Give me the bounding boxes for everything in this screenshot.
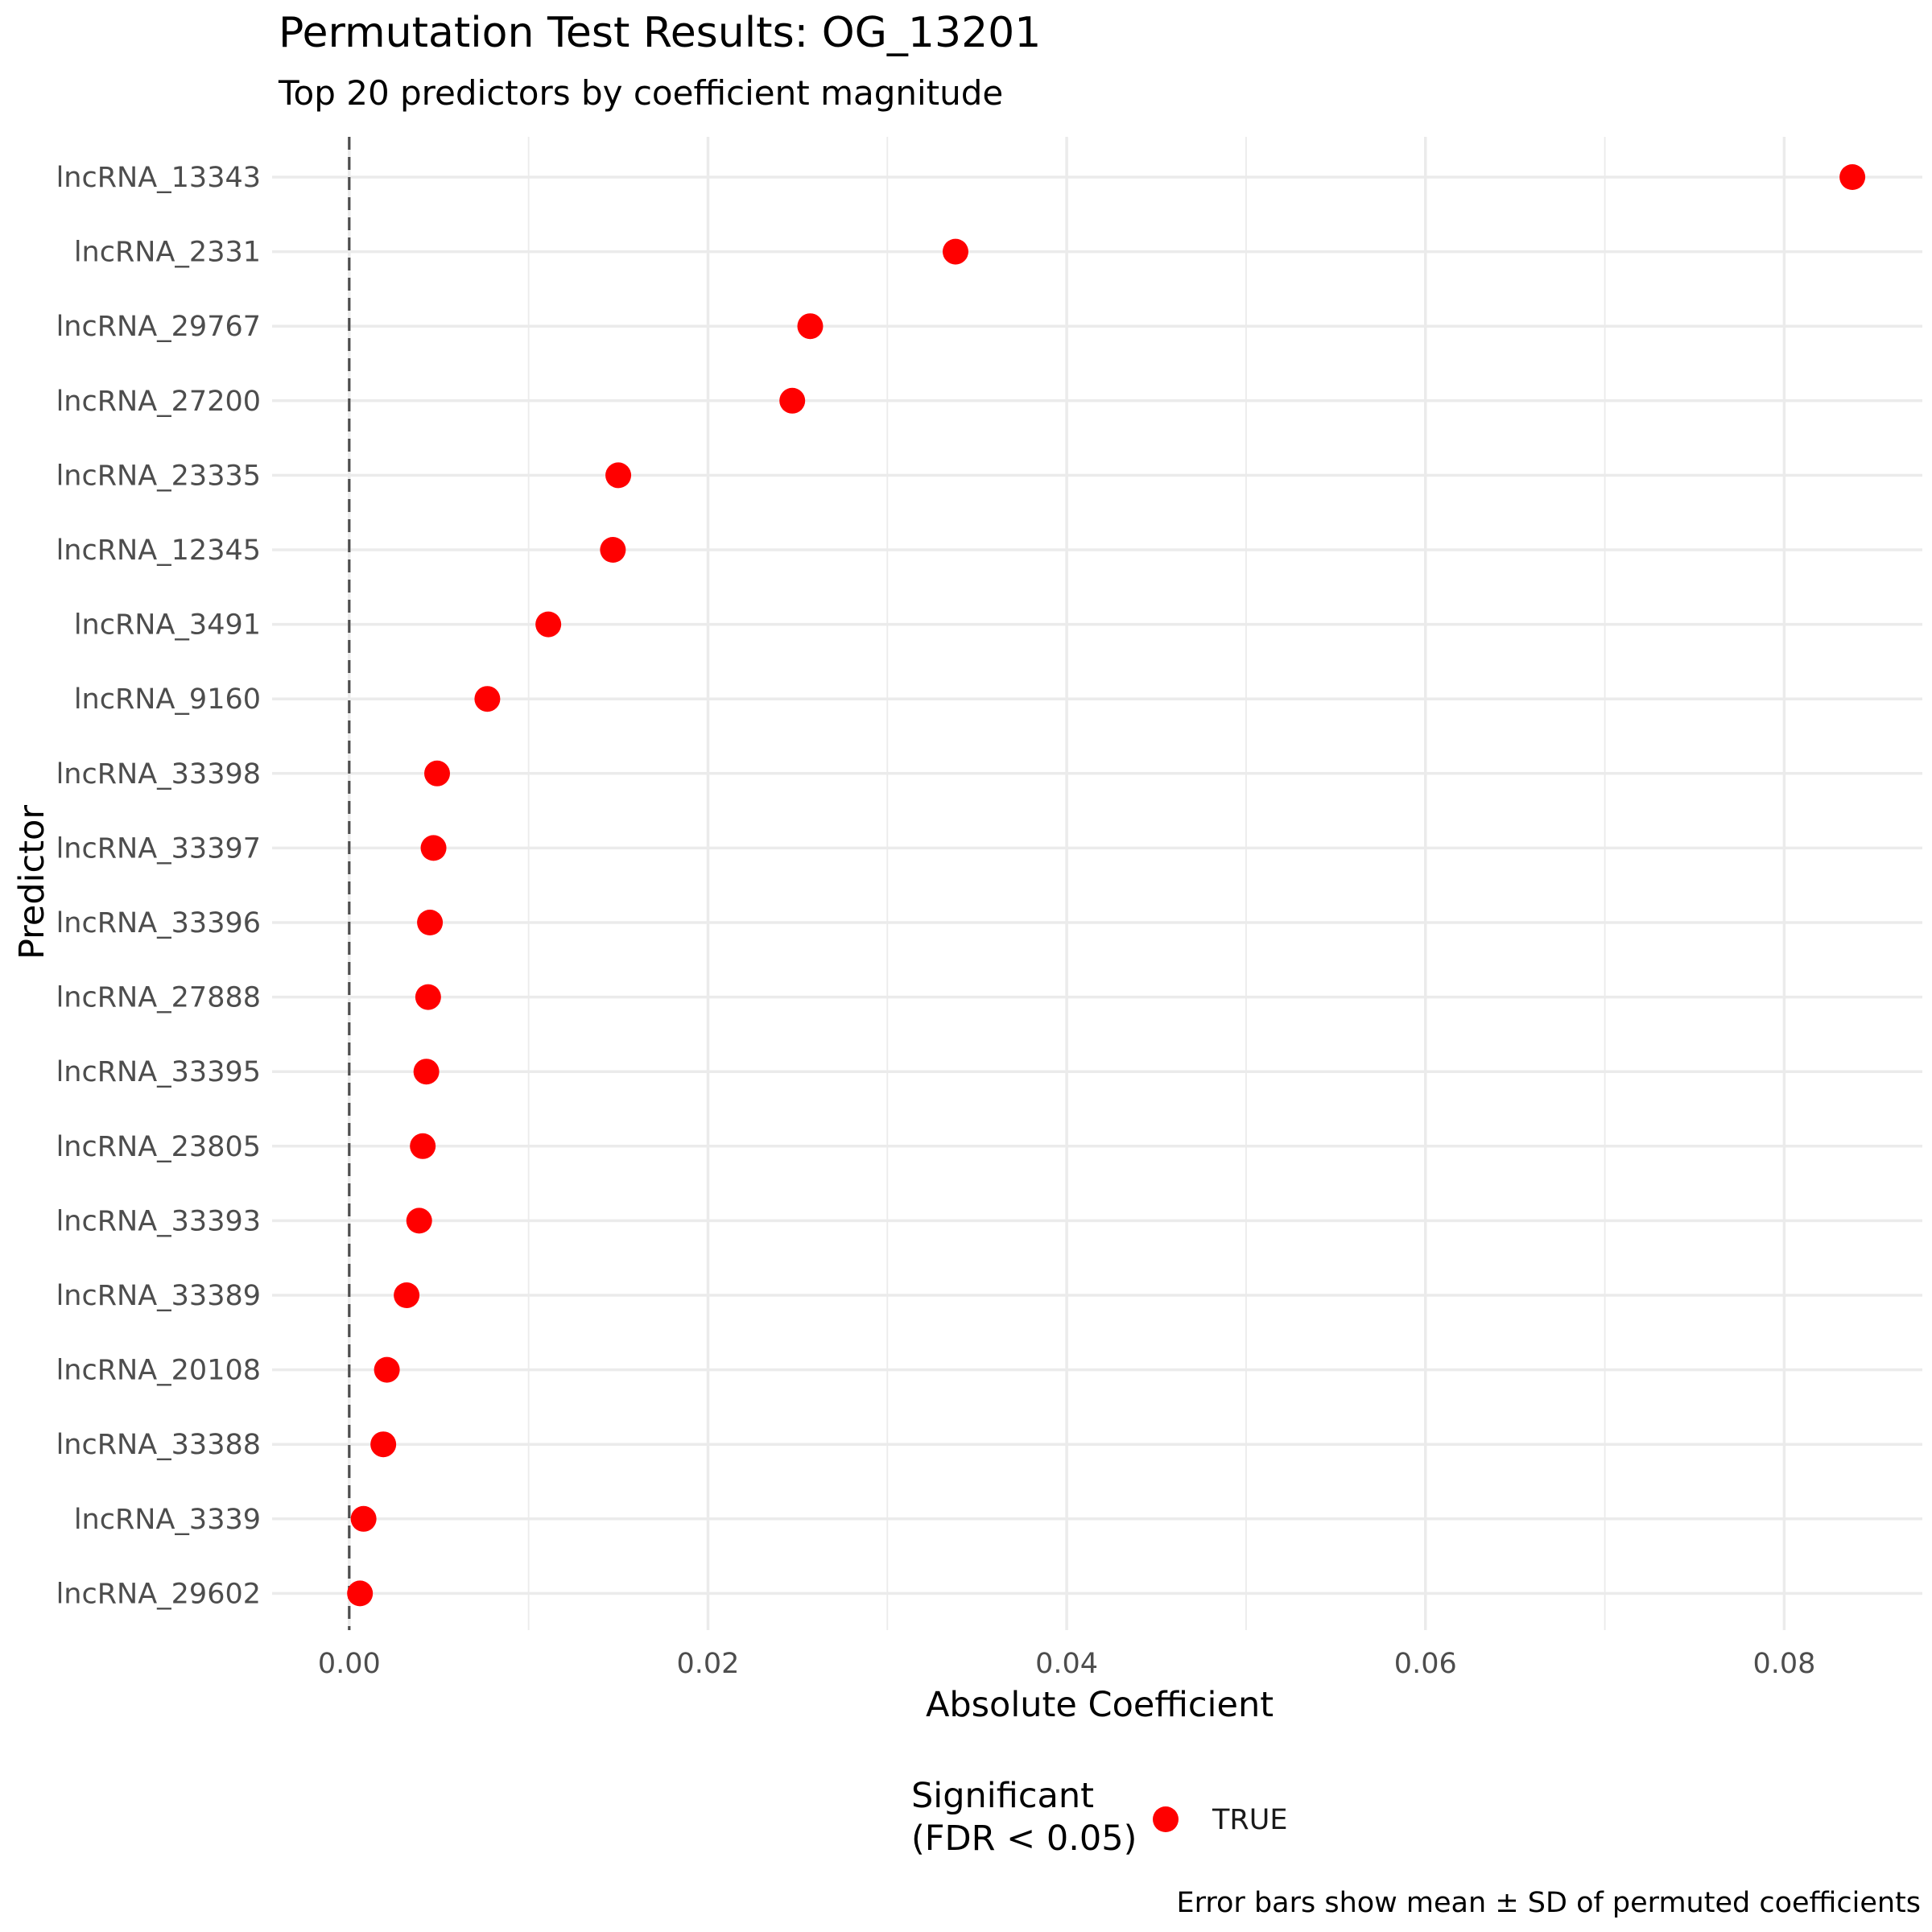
grid-layer bbox=[272, 137, 1922, 1630]
legend-title-line1: Significant bbox=[911, 1776, 1094, 1816]
y-tick-label: lncRNA_20108 bbox=[56, 1355, 261, 1387]
data-point bbox=[413, 1059, 440, 1085]
y-axis-title: Predictor bbox=[12, 805, 52, 960]
chart-caption: Error bars show mean ± SD of permuted co… bbox=[1177, 1887, 1922, 1919]
y-tick-label: lncRNA_33396 bbox=[56, 907, 261, 939]
data-point bbox=[797, 313, 824, 340]
data-point bbox=[605, 462, 632, 489]
data-point bbox=[406, 1208, 432, 1234]
y-tick-label: lncRNA_23805 bbox=[56, 1131, 261, 1163]
data-point bbox=[410, 1133, 436, 1159]
y-tick-label: lncRNA_27200 bbox=[56, 386, 261, 418]
data-point bbox=[394, 1282, 420, 1308]
y-tick-label: lncRNA_3491 bbox=[74, 609, 261, 642]
data-point bbox=[424, 760, 450, 786]
y-tick-label: lncRNA_33388 bbox=[56, 1429, 261, 1461]
y-tick-label: lncRNA_29767 bbox=[56, 311, 261, 343]
y-tick-label: lncRNA_23335 bbox=[56, 460, 261, 492]
data-point bbox=[350, 1505, 377, 1532]
y-tick-label: lncRNA_13343 bbox=[56, 162, 261, 194]
y-tick-label: lncRNA_9160 bbox=[74, 683, 261, 716]
y-tick-label: lncRNA_33397 bbox=[56, 832, 261, 865]
data-point bbox=[347, 1580, 374, 1607]
data-point bbox=[417, 910, 444, 935]
x-axis-tick-labels: 0.00 0.02 0.04 0.06 0.08 bbox=[318, 1648, 1816, 1680]
x-tick-label: 0.00 bbox=[318, 1648, 381, 1680]
legend-title-line2: (FDR < 0.05) bbox=[911, 1818, 1137, 1859]
data-point bbox=[600, 537, 626, 563]
x-tick-label: 0.06 bbox=[1394, 1648, 1457, 1680]
data-point bbox=[779, 387, 806, 414]
data-point bbox=[535, 611, 562, 638]
x-tick-label: 0.02 bbox=[676, 1648, 739, 1680]
y-axis-tick-labels: lncRNA_13343 lncRNA_2331 lncRNA_29767 lncRN… bbox=[56, 162, 261, 1610]
data-point bbox=[420, 835, 447, 861]
legend-label-true: TRUE bbox=[1212, 1804, 1287, 1836]
y-tick-label: lncRNA_27888 bbox=[56, 982, 261, 1014]
y-tick-label: lncRNA_3339 bbox=[74, 1504, 261, 1536]
data-point bbox=[415, 984, 441, 1010]
x-axis-title: Absolute Coefficient bbox=[926, 1685, 1274, 1725]
data-point bbox=[942, 238, 968, 265]
x-tick-label: 0.08 bbox=[1752, 1648, 1815, 1680]
data-points-layer bbox=[347, 164, 1866, 1607]
chart-title: Permutation Test Results: OG_13201 bbox=[279, 9, 1041, 57]
y-tick-label: lncRNA_33389 bbox=[56, 1280, 261, 1312]
data-point bbox=[374, 1356, 400, 1383]
data-point bbox=[1839, 164, 1866, 190]
y-tick-label: lncRNA_33393 bbox=[56, 1205, 261, 1237]
chart-subtitle: Top 20 predictors by coefficient magnitu… bbox=[278, 73, 1003, 113]
y-tick-label: lncRNA_2331 bbox=[74, 237, 261, 269]
data-point bbox=[370, 1431, 397, 1458]
legend-key-point bbox=[1153, 1806, 1179, 1832]
y-tick-label: lncRNA_12345 bbox=[56, 535, 261, 567]
y-tick-label: lncRNA_29602 bbox=[56, 1578, 261, 1610]
legend: Significant (FDR < 0.05) TRUE bbox=[911, 1776, 1287, 1859]
y-tick-label: lncRNA_33398 bbox=[56, 758, 261, 791]
data-point bbox=[474, 686, 501, 712]
y-tick-label: lncRNA_33395 bbox=[56, 1056, 261, 1088]
x-tick-label: 0.04 bbox=[1035, 1648, 1098, 1680]
